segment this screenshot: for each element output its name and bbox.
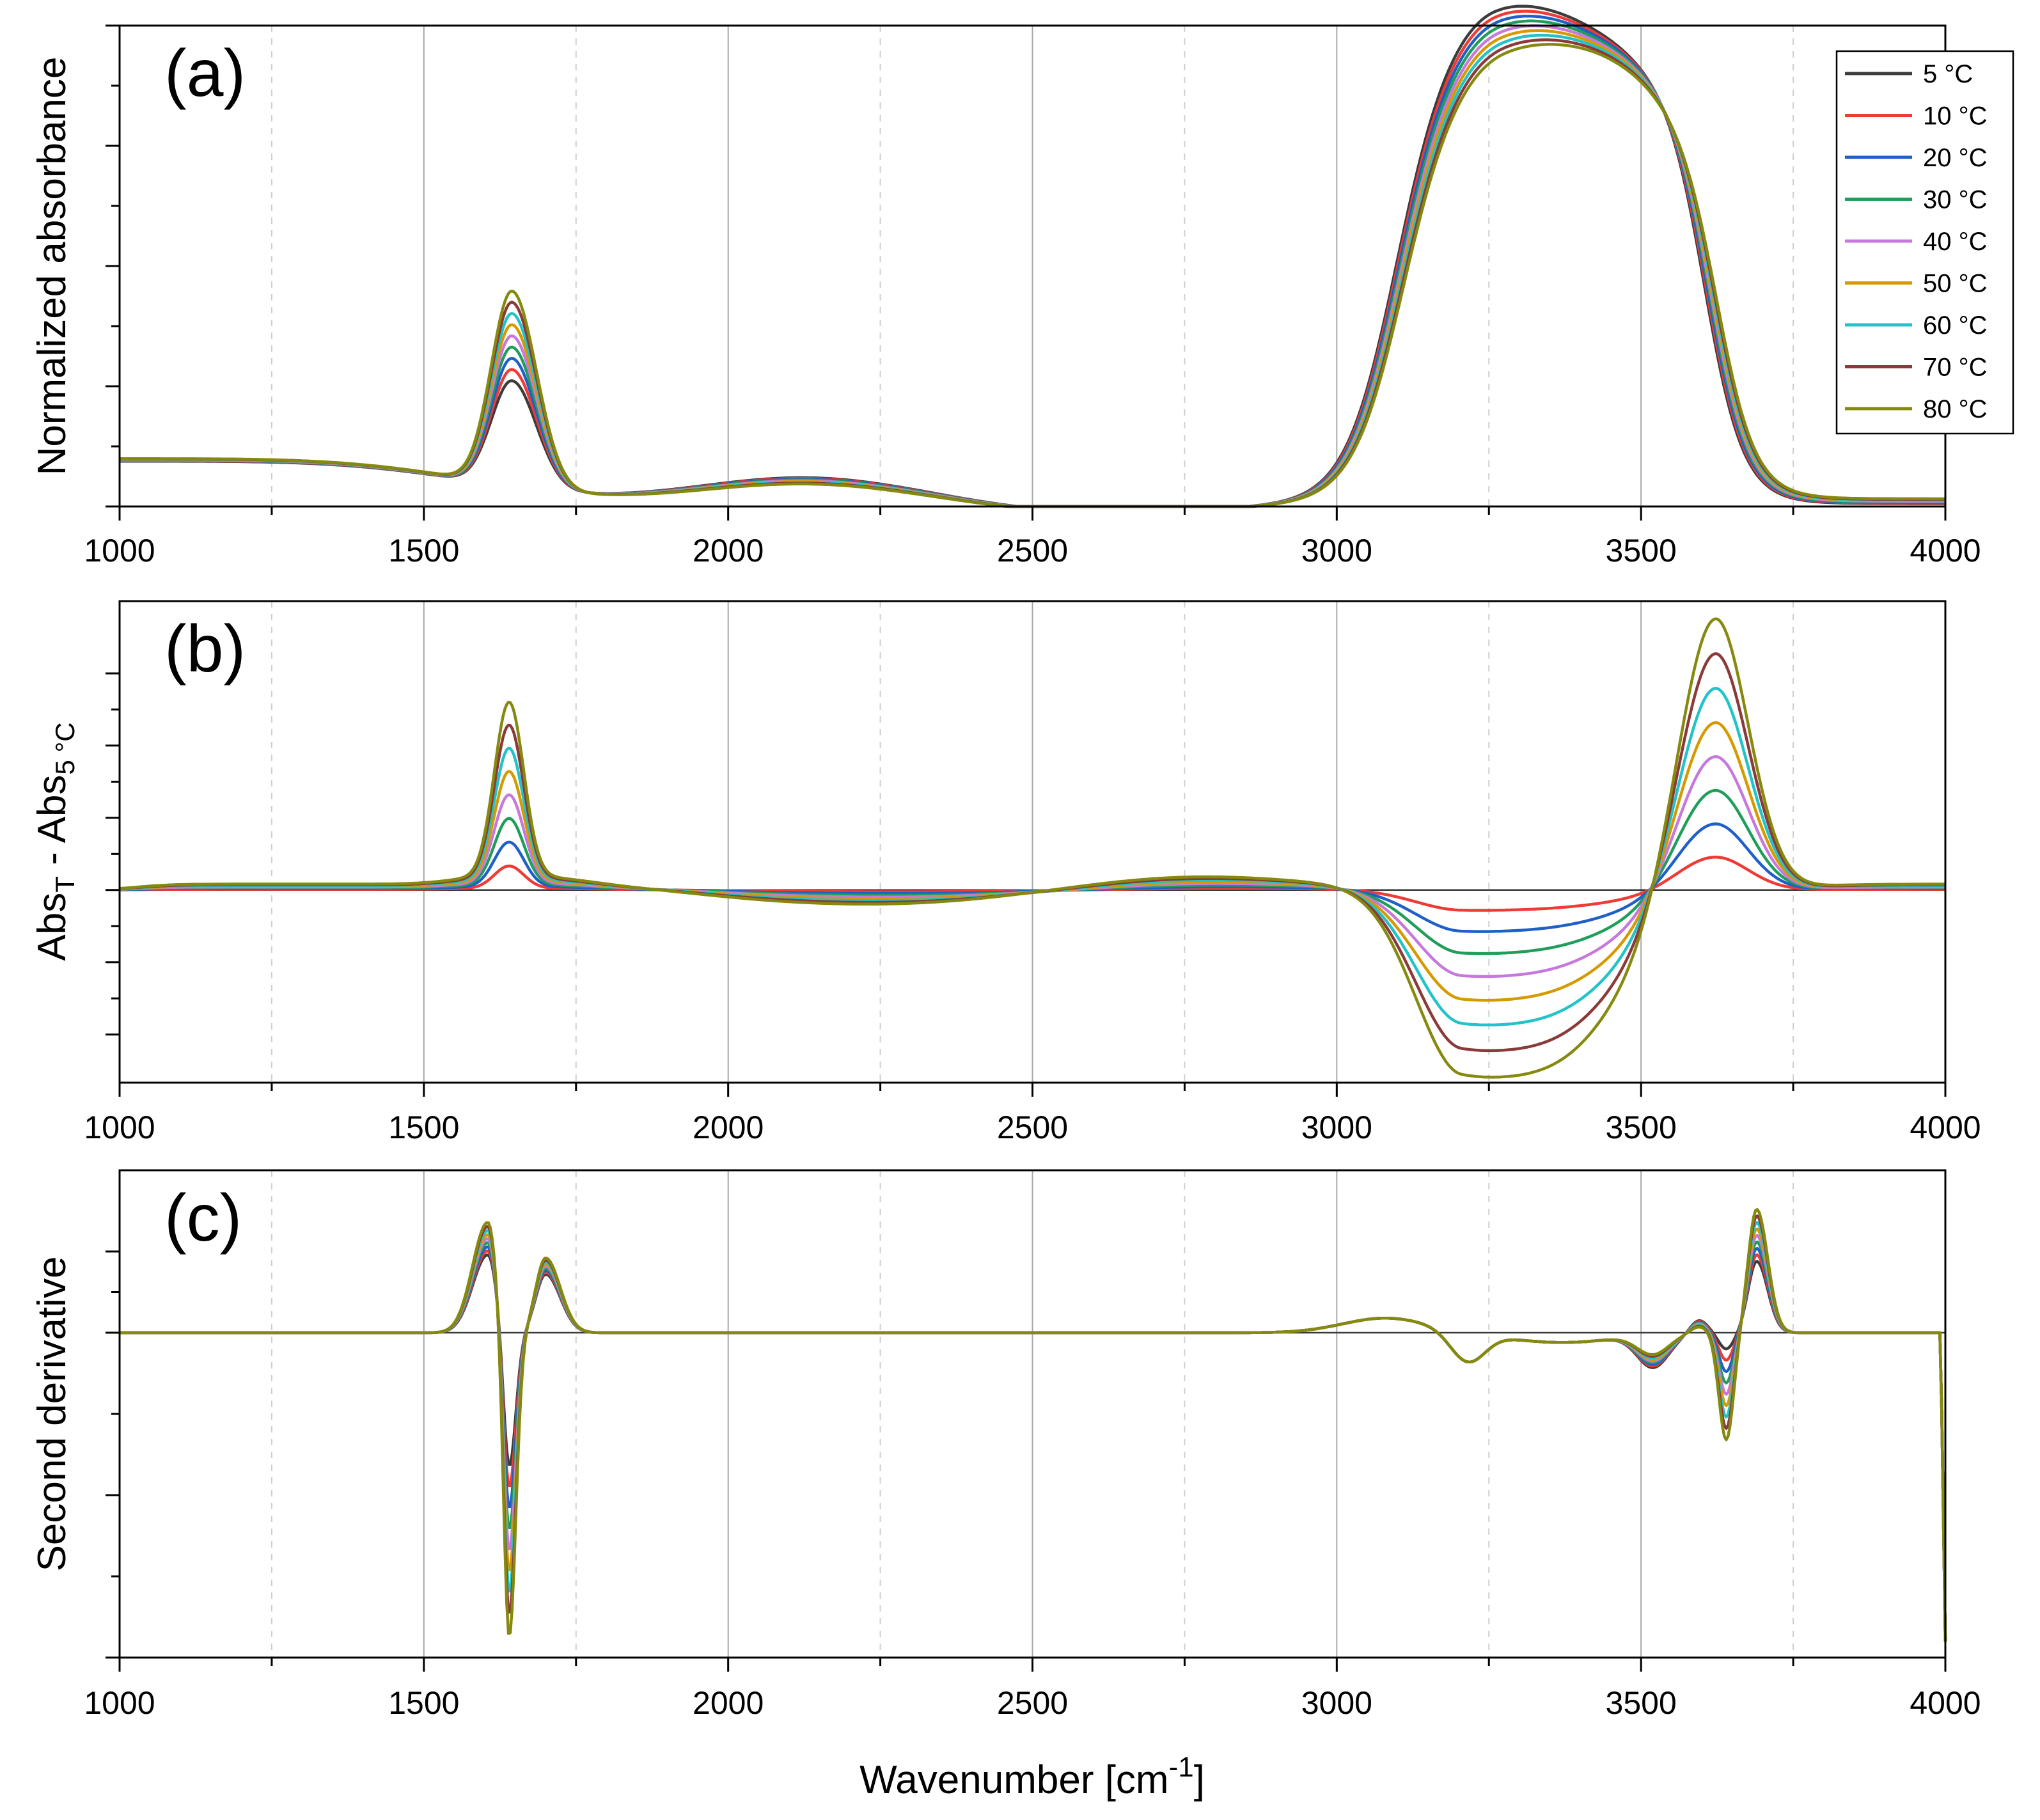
label-part: T [50,876,80,893]
series-line-80C [119,617,1945,1079]
x-tick-label: 2000 [693,1685,764,1721]
y-axis-title: AbsT - Abs5 °C [30,722,80,961]
y-axis-title: Normalized absorbance [30,57,74,476]
panel-c: 1000 1500 2000 2500 3000 3500 4000 (c) [84,1169,1981,1721]
panel-b: 1000 1500 2000 2500 3000 3500 4000 (b) [84,600,1981,1145]
x-tick-label: 1500 [388,1685,459,1721]
x-tick-label: 2500 [997,1685,1068,1721]
legend-entry: 5 °C [1923,60,1973,88]
legend-entry: 40 °C [1923,228,1988,256]
x-tick-label: 2000 [693,1110,764,1145]
x-tick-label: 4000 [1910,1110,1981,1145]
legend-entry: 30 °C [1923,186,1988,214]
legend-entry: 60 °C [1923,311,1988,340]
legend: 5 °C 10 °C 20 °C 30 °C 40 °C 50 °C 60 °C 70 °C 8… [1835,50,2014,435]
y-axis-title: Second derivative [30,1257,74,1572]
label-part: - Abs [30,775,74,877]
panel-label: (c) [164,1181,242,1255]
legend-entry: 80 °C [1923,395,1988,423]
series-line-80C [120,1208,1947,1642]
panel-label: (a) [164,36,246,111]
x-tick-label: 4000 [1910,1685,1981,1721]
legend-entry: 20 °C [1923,144,1988,172]
x-tick-label: 1000 [84,533,155,569]
label-part: 5 °C [50,722,80,774]
legend-entry: 70 °C [1923,354,1988,382]
x-tick-label: 3000 [1301,1110,1372,1145]
x-tick-label: 3000 [1301,533,1372,569]
x-tick-label: 3500 [1606,1685,1677,1721]
x-tick-label: 3500 [1606,1110,1677,1145]
x-tick-label: 3500 [1606,533,1677,569]
panel-label: (b) [164,612,246,686]
x-tick-label: 3000 [1301,1685,1372,1721]
x-tick-label: 2500 [997,533,1068,569]
label-part: Wavenumber [cm [859,1758,1169,1802]
x-tick-label: 2000 [693,533,764,569]
legend-entry: 50 °C [1923,270,1988,298]
x-tick-label: 1000 [84,1110,155,1145]
panel-a: 1000 1500 2000 2500 3000 3500 4000 (a) [84,4,1981,569]
label-part: -1 [1169,1752,1194,1783]
x-tick-label: 4000 [1910,533,1981,569]
x-tick-label: 2500 [997,1110,1068,1145]
legend-entry: 10 °C [1923,102,1988,130]
x-tick-label: 1000 [84,1685,155,1721]
label-part: Abs [30,893,74,961]
x-tick-label: 1500 [388,1110,459,1145]
x-axis-title: Wavenumber [cm-1] [859,1752,1205,1802]
x-tick-label: 1500 [388,533,459,569]
label-part: ] [1194,1758,1205,1802]
